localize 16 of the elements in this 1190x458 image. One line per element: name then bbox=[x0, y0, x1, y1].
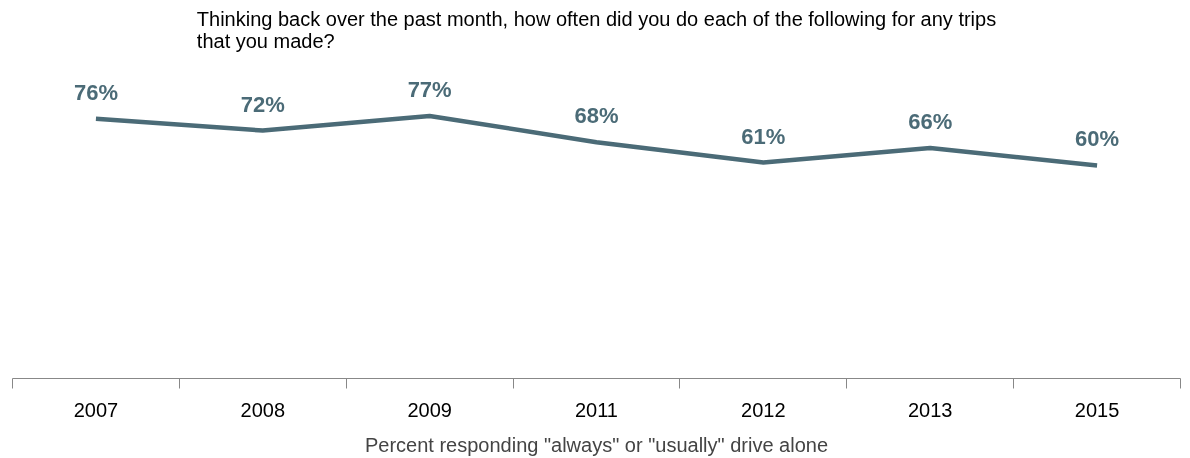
data-label: 76% bbox=[73, 79, 118, 105]
x-tick-label: 2013 bbox=[907, 398, 953, 421]
data-label: 61% bbox=[741, 123, 786, 149]
x-tick-label: 2008 bbox=[240, 398, 286, 421]
data-label: 68% bbox=[574, 103, 619, 129]
x-tick-label: 2012 bbox=[741, 398, 786, 421]
x-tick-label: 2011 bbox=[575, 398, 619, 421]
data-label: 77% bbox=[407, 76, 452, 102]
data-label: 60% bbox=[1075, 126, 1120, 152]
data-label: 66% bbox=[908, 109, 953, 134]
chart-title: Thinking back over the past month, how often did you do each of the following for any trips that you made? bbox=[196, 7, 997, 52]
x-tick-label: 2009 bbox=[407, 398, 452, 421]
x-axis-title: Percent responding "always" or "usually" drive alone bbox=[364, 433, 829, 456]
x-tick-label: 2007 bbox=[73, 398, 119, 421]
x-tick-label: 2015 bbox=[1074, 398, 1120, 421]
data-label: 72% bbox=[240, 91, 285, 117]
